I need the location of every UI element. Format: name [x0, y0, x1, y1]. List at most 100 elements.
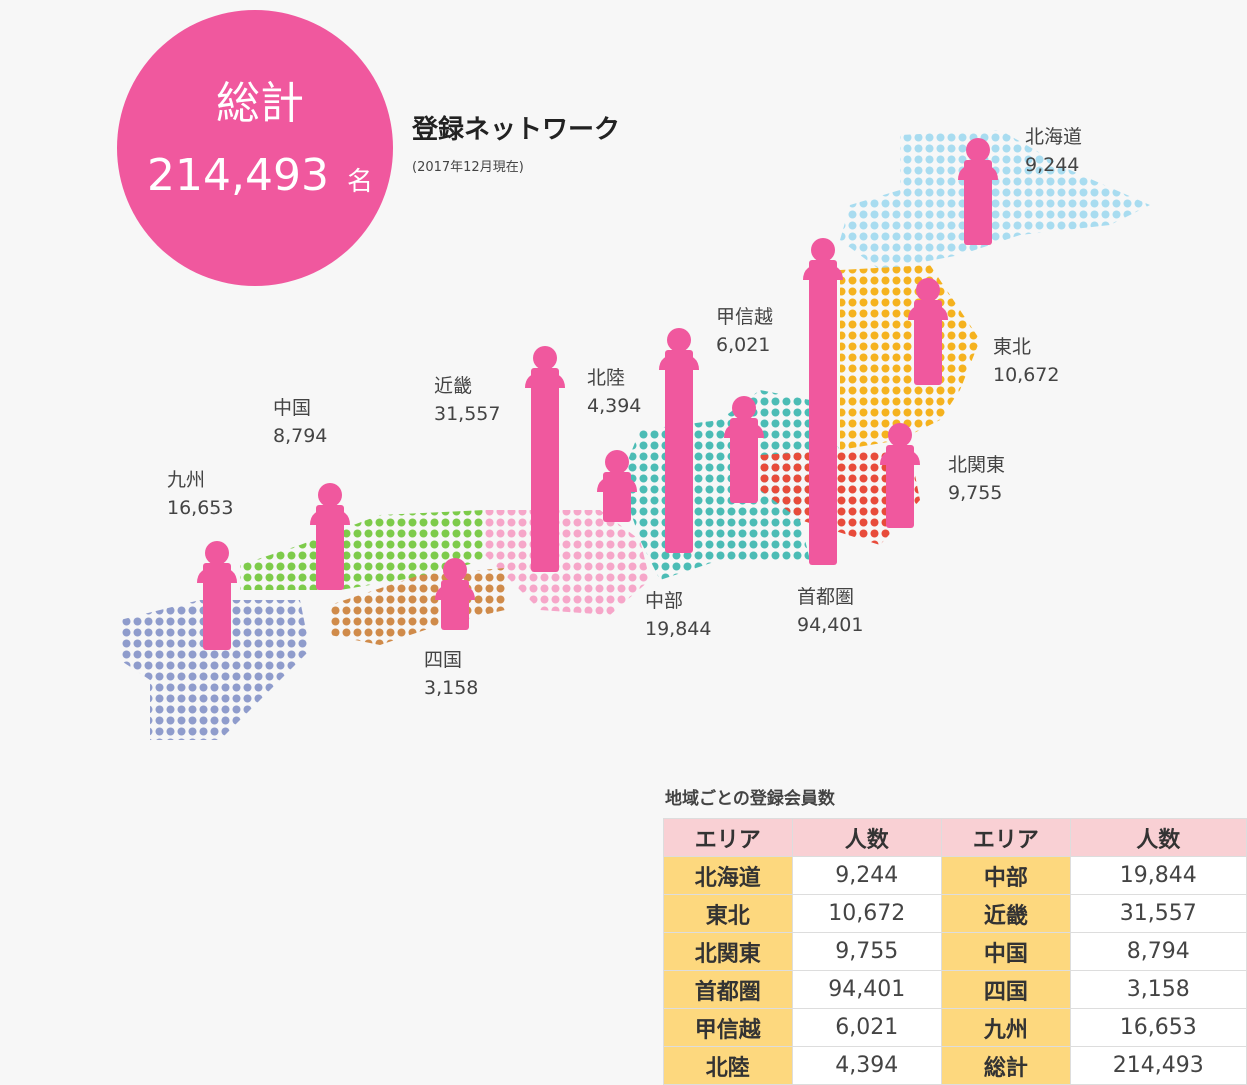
count-cell: 31,557	[1069, 894, 1247, 933]
pillar-shoulder	[908, 304, 948, 320]
area-cell: 甲信越	[663, 1008, 793, 1047]
pillar-head	[667, 328, 691, 352]
count-cell: 16,653	[1069, 1008, 1247, 1047]
region-name: 北海道	[1025, 126, 1082, 148]
region-value: 94,401	[797, 614, 863, 636]
badge-unit: 名	[347, 167, 373, 197]
header-cell: 人数	[791, 818, 943, 857]
map-hokkaido	[840, 130, 1150, 270]
area-cell: 九州	[941, 1008, 1071, 1047]
pillar-body	[886, 445, 914, 528]
pillars	[197, 138, 998, 650]
pillar-head	[732, 396, 756, 420]
header-cell: エリア	[941, 818, 1071, 857]
header-cell: 人数	[1069, 818, 1247, 857]
region-name: 近畿	[434, 375, 472, 397]
count-cell: 9,755	[791, 932, 943, 971]
pillar-body	[203, 563, 231, 650]
pillar-body	[809, 260, 837, 565]
region-name: 九州	[167, 469, 205, 491]
pillar-head	[966, 138, 990, 162]
pillar-body	[914, 300, 942, 385]
region-value: 8,794	[273, 425, 327, 447]
count-cell: 8,794	[1069, 932, 1247, 971]
area-cell: 四国	[941, 970, 1071, 1009]
pillar-head	[533, 346, 557, 370]
pillar-head	[916, 278, 940, 302]
table-body: 北海道 9,244 中部 19,844 東北 10,672 近畿 31,557 北関東 9,755…	[663, 856, 1247, 1085]
region-name: 東北	[993, 336, 1031, 358]
region-value: 19,844	[645, 618, 711, 640]
region-name: 北陸	[587, 367, 625, 389]
area-cell: 総計	[941, 1046, 1071, 1085]
count-cell: 10,672	[791, 894, 943, 933]
count-cell: 94,401	[791, 970, 943, 1009]
pillar-shoulder	[525, 372, 565, 388]
pillar-head	[811, 238, 835, 262]
region-value: 9,244	[1025, 154, 1079, 176]
region-value: 4,394	[587, 395, 641, 417]
area-cell: 東北	[663, 894, 793, 933]
pillar-shoulder	[597, 476, 637, 492]
area-cell: 近畿	[941, 894, 1071, 933]
region-value: 9,755	[948, 482, 1002, 504]
region-name: 中国	[273, 397, 311, 419]
table-row: 北海道 9,244 中部 19,844	[663, 856, 1247, 895]
area-cell: 首都圏	[663, 970, 793, 1009]
pillar-head	[443, 558, 467, 582]
pillar-shoulder	[197, 567, 237, 583]
count-cell: 6,021	[791, 1008, 943, 1047]
table-row: 北関東 9,755 中国 8,794	[663, 932, 1247, 971]
count-cell: 214,493	[1069, 1046, 1247, 1085]
map-kinki	[485, 510, 650, 615]
area-cell: 北関東	[663, 932, 793, 971]
subtitle: (2017年12月現在)	[412, 160, 524, 175]
table-header: エリア 人数 エリア 人数	[663, 818, 1247, 857]
table-row: 甲信越 6,021 九州 16,653	[663, 1008, 1247, 1047]
pillar-body	[531, 368, 559, 572]
member-table: エリア 人数 エリア 人数 北海道 9,244 中部 19,844 東北 10,672 近畿 31,…	[663, 818, 1247, 1085]
region-value: 10,672	[993, 364, 1059, 386]
pillar-body	[730, 418, 758, 503]
pillar-body	[964, 160, 992, 245]
pillar-shoulder	[310, 509, 350, 525]
table-row: 東北 10,672 近畿 31,557	[663, 894, 1247, 933]
map-kyushu	[120, 600, 310, 740]
pillar-shoulder	[958, 164, 998, 180]
count-cell: 4,394	[791, 1046, 943, 1085]
title: 登録ネットワーク	[411, 114, 620, 145]
map-tohoku	[840, 265, 980, 450]
region-name: 首都圏	[797, 586, 854, 608]
region-value: 16,653	[167, 497, 233, 519]
area-cell: 中部	[941, 856, 1071, 895]
count-cell: 3,158	[1069, 970, 1247, 1009]
pillar-shoulder	[724, 422, 764, 438]
map-chugoku	[240, 510, 485, 590]
pillar-shoulder	[803, 264, 843, 280]
region-name: 四国	[424, 649, 462, 671]
table-row: 北陸 4,394 総計 214,493	[663, 1046, 1247, 1085]
region-name: 中部	[645, 590, 683, 612]
map-kanto	[760, 450, 920, 545]
count-cell: 9,244	[791, 856, 943, 895]
pillar-body	[665, 350, 693, 553]
infographic: 総計 214,493 名 登録ネットワーク (2017年12月現在) 北海道 9,…	[117, 10, 1150, 740]
total-badge	[117, 10, 393, 286]
pillar-head	[205, 541, 229, 565]
table-caption: 地域ごとの登録会員数	[665, 789, 835, 809]
header-cell: エリア	[663, 818, 793, 857]
pillar-head	[318, 483, 342, 507]
pillar-shoulder	[880, 449, 920, 465]
pillar-head	[888, 423, 912, 447]
table-row: 首都圏 94,401 四国 3,158	[663, 970, 1247, 1009]
pillar-head	[605, 450, 629, 474]
region-value: 31,557	[434, 403, 500, 425]
pillar-body	[316, 505, 344, 590]
region-value: 6,021	[716, 334, 770, 356]
region-name: 北関東	[948, 454, 1005, 476]
area-cell: 中国	[941, 932, 1071, 971]
count-cell: 19,844	[1069, 856, 1247, 895]
region-value: 3,158	[424, 677, 478, 699]
area-cell: 北陸	[663, 1046, 793, 1085]
